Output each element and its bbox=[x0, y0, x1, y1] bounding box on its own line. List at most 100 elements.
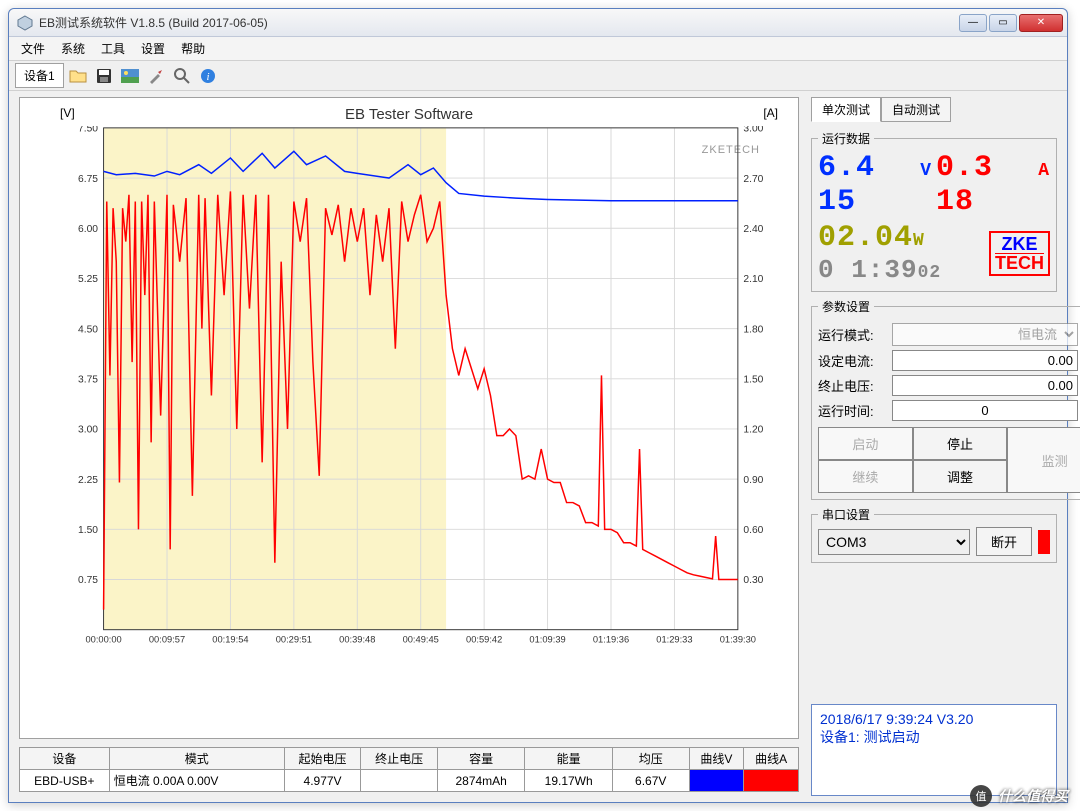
tools-icon[interactable] bbox=[144, 64, 168, 88]
disconnect-button[interactable]: 断开 bbox=[976, 527, 1032, 556]
menu-system[interactable]: 系统 bbox=[53, 38, 93, 59]
search-icon[interactable] bbox=[170, 64, 194, 88]
th-endv: 终止电压 bbox=[361, 748, 438, 770]
svg-text:7.50: 7.50 bbox=[78, 126, 98, 135]
svg-text:01:39:30: 01:39:30 bbox=[720, 635, 756, 645]
svg-text:00:49:45: 00:49:45 bbox=[403, 635, 439, 645]
svg-text:0.60: 0.60 bbox=[743, 525, 763, 536]
th-curvev: 曲线V bbox=[689, 748, 744, 770]
save-icon[interactable] bbox=[92, 64, 116, 88]
continue-button[interactable]: 继续 bbox=[818, 460, 913, 493]
runtime-input[interactable] bbox=[892, 400, 1078, 421]
th-mode: 模式 bbox=[109, 748, 284, 770]
power-readout: 02.04 bbox=[818, 221, 913, 255]
status-log: 2018/6/17 9:39:24 V3.20 设备1: 测试启动 bbox=[811, 704, 1057, 796]
menu-settings[interactable]: 设置 bbox=[133, 38, 173, 59]
svg-text:3.00: 3.00 bbox=[78, 425, 98, 436]
chart-title: EB Tester Software bbox=[345, 106, 473, 123]
runtime-label: 运行时间: bbox=[818, 401, 886, 420]
info-icon[interactable]: i bbox=[196, 64, 220, 88]
device-tab[interactable]: 设备1 bbox=[15, 63, 64, 88]
th-curvea: 曲线A bbox=[744, 748, 799, 770]
menu-file[interactable]: 文件 bbox=[13, 38, 53, 59]
svg-text:0.30: 0.30 bbox=[743, 575, 763, 586]
menu-help[interactable]: 帮助 bbox=[173, 38, 213, 59]
adjust-button[interactable]: 调整 bbox=[913, 460, 1008, 493]
monitor-button[interactable]: 监测 bbox=[1007, 427, 1080, 493]
td-energy: 19.17Wh bbox=[525, 770, 613, 792]
open-icon[interactable] bbox=[66, 64, 90, 88]
left-panel: [V] EB Tester Software [A] ZKETECH 7.503… bbox=[9, 91, 809, 802]
svg-text:1.50: 1.50 bbox=[743, 375, 763, 386]
td-avgv: 6.67V bbox=[612, 770, 689, 792]
svg-text:00:00:00: 00:00:00 bbox=[85, 635, 121, 645]
connection-indicator bbox=[1038, 530, 1050, 554]
svg-text:3.00: 3.00 bbox=[743, 126, 763, 135]
td-capacity: 2874mAh bbox=[437, 770, 525, 792]
zke-logo: ZKE TECH bbox=[989, 231, 1050, 276]
th-startv: 起始电压 bbox=[284, 748, 361, 770]
status-line1: 2018/6/17 9:39:24 V3.20 bbox=[820, 711, 1048, 727]
td-curvev bbox=[689, 770, 744, 792]
app-window: EB测试系统软件 V1.8.5 (Build 2017-06-05) — ▭ ✕… bbox=[8, 8, 1068, 803]
svg-text:2.40: 2.40 bbox=[743, 224, 763, 235]
th-energy: 能量 bbox=[525, 748, 613, 770]
svg-text:6.75: 6.75 bbox=[78, 174, 98, 185]
y-left-label: [V] bbox=[60, 106, 75, 120]
td-curvea bbox=[744, 770, 799, 792]
menu-tools[interactable]: 工具 bbox=[93, 38, 133, 59]
th-device: 设备 bbox=[20, 748, 110, 770]
svg-text:2.70: 2.70 bbox=[743, 174, 763, 185]
svg-text:0.90: 0.90 bbox=[743, 475, 763, 486]
maximize-button[interactable]: ▭ bbox=[989, 14, 1017, 32]
td-mode: 恒电流 0.00A 0.00V bbox=[109, 770, 284, 792]
set-current-input[interactable] bbox=[892, 350, 1078, 371]
cutoff-label: 终止电压: bbox=[818, 376, 886, 395]
svg-text:01:29:33: 01:29:33 bbox=[656, 635, 692, 645]
close-button[interactable]: ✕ bbox=[1019, 14, 1063, 32]
td-endv bbox=[361, 770, 438, 792]
svg-text:3.75: 3.75 bbox=[78, 375, 98, 386]
chart: [V] EB Tester Software [A] ZKETECH 7.503… bbox=[19, 97, 799, 739]
right-panel: 单次测试 自动测试 运行数据 6.4 15V 0.3 18A 02.04W 0 … bbox=[809, 91, 1067, 802]
tab-single[interactable]: 单次测试 bbox=[811, 97, 881, 122]
svg-text:i: i bbox=[206, 71, 209, 83]
run-data-group: 运行数据 6.4 15V 0.3 18A 02.04W 0 1:3902 ZKE… bbox=[811, 130, 1057, 292]
mode-tabs: 单次测试 自动测试 bbox=[811, 97, 1057, 122]
voltage-readout: 6.4 15 bbox=[818, 151, 916, 219]
mode-label: 运行模式: bbox=[818, 325, 886, 344]
svg-text:00:39:48: 00:39:48 bbox=[339, 635, 375, 645]
toolbar: 设备1 i bbox=[9, 61, 1067, 91]
th-avgv: 均压 bbox=[612, 748, 689, 770]
results-table: 设备 模式 起始电压 终止电压 容量 能量 均压 曲线V 曲线A EBD-USB… bbox=[19, 747, 799, 792]
window-buttons: — ▭ ✕ bbox=[957, 14, 1063, 32]
stop-button[interactable]: 停止 bbox=[913, 427, 1008, 460]
th-capacity: 容量 bbox=[437, 748, 525, 770]
svg-text:2.25: 2.25 bbox=[78, 475, 98, 486]
svg-text:1.80: 1.80 bbox=[743, 324, 763, 335]
titlebar: EB测试系统软件 V1.8.5 (Build 2017-06-05) — ▭ ✕ bbox=[9, 9, 1067, 37]
image-icon[interactable] bbox=[118, 64, 142, 88]
current-readout: 0.3 18 bbox=[936, 151, 1034, 219]
svg-text:5.25: 5.25 bbox=[78, 274, 98, 285]
svg-text:6.00: 6.00 bbox=[78, 224, 98, 235]
com-port-select[interactable]: COM3 bbox=[818, 529, 970, 555]
cutoff-input[interactable] bbox=[892, 375, 1078, 396]
table-row[interactable]: EBD-USB+ 恒电流 0.00A 0.00V 4.977V 2874mAh … bbox=[20, 770, 799, 792]
svg-text:1.50: 1.50 bbox=[78, 525, 98, 536]
svg-text:1.20: 1.20 bbox=[743, 425, 763, 436]
window-title: EB测试系统软件 V1.8.5 (Build 2017-06-05) bbox=[39, 14, 957, 31]
td-device: EBD-USB+ bbox=[20, 770, 110, 792]
mode-select[interactable]: 恒电流 bbox=[892, 323, 1078, 346]
y-right-label: [A] bbox=[763, 106, 778, 120]
start-button[interactable]: 启动 bbox=[818, 427, 913, 460]
chart-canvas: 7.503.006.752.706.002.405.252.104.501.80… bbox=[70, 126, 764, 656]
set-current-label: 设定电流: bbox=[818, 351, 886, 370]
run-data-legend: 运行数据 bbox=[818, 130, 874, 147]
tab-auto[interactable]: 自动测试 bbox=[881, 97, 951, 122]
minimize-button[interactable]: — bbox=[959, 14, 987, 32]
params-group: 参数设置 运行模式: 恒电流 设定电流: A 终止电压: V 运行时 bbox=[811, 298, 1080, 500]
serial-legend: 串口设置 bbox=[818, 506, 874, 523]
app-icon bbox=[17, 15, 33, 31]
svg-text:4.50: 4.50 bbox=[78, 324, 98, 335]
